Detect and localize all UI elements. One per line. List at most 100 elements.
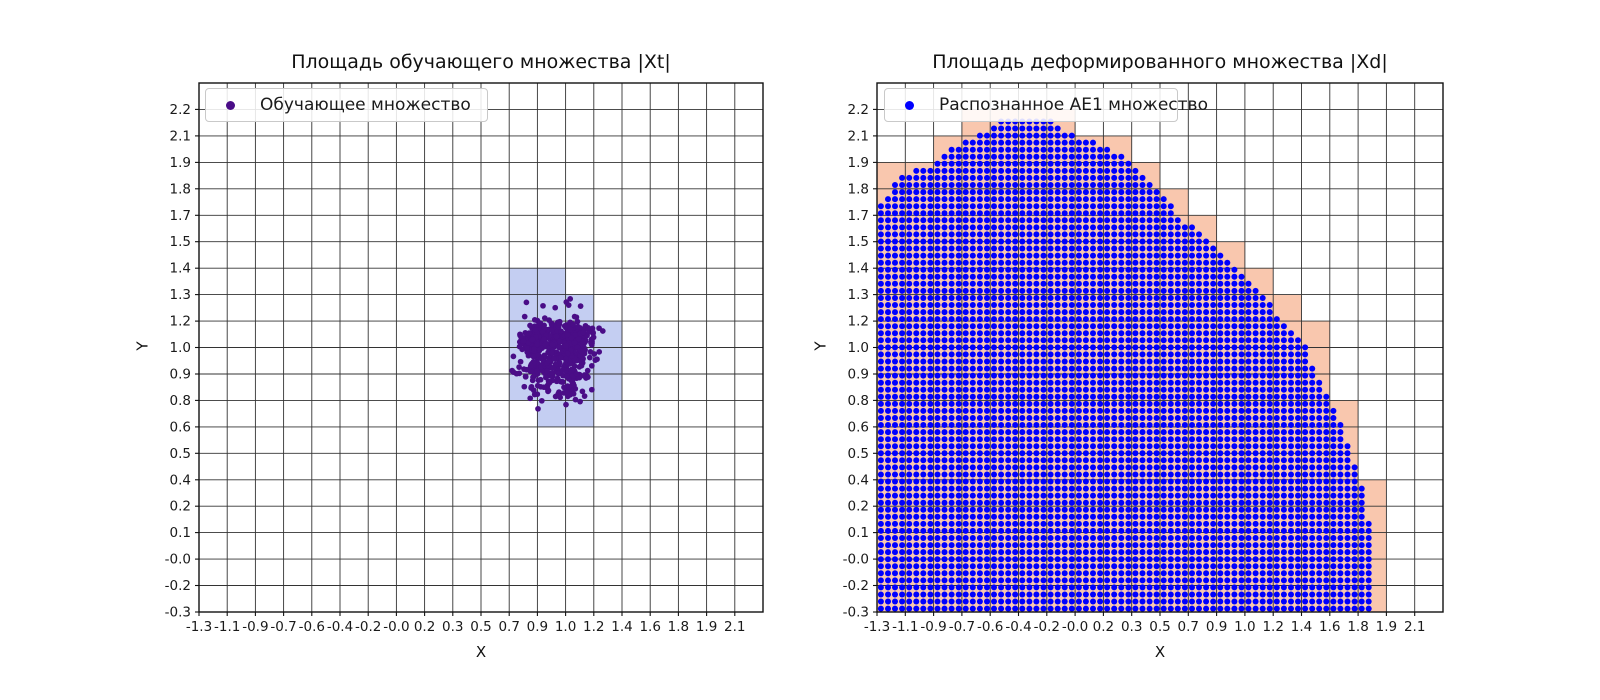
- x-tick-label: 1.9: [1376, 619, 1397, 635]
- x-tick-label: -0.0: [383, 619, 409, 635]
- highlighted-cell: [565, 400, 594, 427]
- y-tick-label: 0.8: [848, 393, 869, 409]
- plot-training-title: Площадь обучающего множества |Xt|: [291, 51, 671, 73]
- x-tick-label: 0.3: [1121, 619, 1142, 635]
- y-tick-label: 0.4: [170, 472, 191, 488]
- y-axis-label-training: Y: [133, 341, 152, 351]
- x-tick-label: -0.6: [299, 619, 325, 635]
- tick-labels: -1.3-0.3 -1.1 -0.2 -0.9 -0.0 -0.7 0.1 -0.6 0.2 -0…: [165, 102, 746, 635]
- x-tick-label: 0.5: [1149, 619, 1170, 635]
- y-tick-label: 0.9: [848, 367, 869, 383]
- highlighted-cell: [593, 321, 622, 348]
- x-tick-label: -0.9: [242, 619, 268, 635]
- highlighted-cell: [537, 400, 566, 427]
- axes-frame: [876, 82, 1444, 613]
- x-tick-label: 0.9: [1206, 619, 1227, 635]
- legend-label-training: Обучающее множество: [260, 95, 471, 115]
- scatter-marker-icon: [905, 100, 914, 110]
- x-tick-label: 1.4: [1291, 619, 1312, 635]
- y-tick-label: 1.8: [170, 181, 191, 197]
- x-tick-label: -0.2: [355, 619, 381, 635]
- highlighted-cell: [509, 268, 538, 295]
- y-tick-label: 0.9: [170, 367, 191, 383]
- x-tick-label: 1.8: [668, 619, 689, 635]
- y-tick-label: 0.5: [848, 446, 869, 462]
- x-tick-label: 1.6: [639, 619, 660, 635]
- y-tick-label: 1.5: [170, 234, 191, 250]
- x-tick-label: 2.1: [724, 619, 745, 635]
- y-tick-label: -0.2: [165, 578, 191, 594]
- x-tick-label: -1.3: [864, 619, 890, 635]
- y-tick-label: 2.2: [170, 102, 191, 118]
- y-tick-label: 1.5: [848, 234, 869, 250]
- plot-deformed-title: Площадь деформированного множества |Xd|: [932, 51, 1388, 73]
- x-tick-label: 0.2: [414, 619, 435, 635]
- y-tick-label: 0.5: [170, 446, 191, 462]
- legend-training: Обучающее множество: [205, 88, 488, 122]
- scatter-marker-icon: [226, 100, 235, 110]
- y-tick-label: -0.2: [843, 578, 869, 594]
- y-tick-label: 1.2: [848, 314, 869, 330]
- y-tick-label: 1.7: [170, 208, 191, 224]
- y-tick-label: 2.2: [848, 102, 869, 118]
- x-tick-label: -0.4: [327, 619, 353, 635]
- x-tick-label: 2.1: [1404, 619, 1425, 635]
- y-tick-label: 0.2: [170, 499, 191, 515]
- x-tick-label: 0.2: [1093, 619, 1114, 635]
- lattice-dots: [877, 118, 1372, 612]
- y-tick-label: 1.4: [848, 261, 869, 277]
- scatter-points: [509, 296, 606, 412]
- x-tick-label: 1.0: [555, 619, 576, 635]
- legend-deformed: Распознанное AE1 множество: [884, 88, 1208, 122]
- x-tick-label: 0.7: [1178, 619, 1199, 635]
- y-tick-label: 1.3: [170, 287, 191, 303]
- y-tick-label: 1.9: [170, 155, 191, 171]
- x-tick-label: 1.6: [1319, 619, 1340, 635]
- x-tick-label: -0.0: [1062, 619, 1088, 635]
- x-tick-label: 1.4: [611, 619, 632, 635]
- x-tick-label: 0.5: [470, 619, 491, 635]
- y-tick-label: 0.1: [848, 525, 869, 541]
- highlighted-cell: [537, 268, 566, 295]
- x-tick-label: -0.7: [949, 619, 975, 635]
- x-tick-label: -0.2: [1034, 619, 1060, 635]
- legend-label-deformed: Распознанное AE1 множество: [939, 95, 1208, 115]
- x-tick-label: 1.2: [583, 619, 604, 635]
- x-tick-label: 0.3: [442, 619, 463, 635]
- tick-labels: -1.3-0.3 -1.1 -0.2 -0.9 -0.0 -0.7 0.1 -0.6 0.2 -0…: [843, 102, 1426, 635]
- y-tick-label: 2.1: [170, 128, 191, 144]
- axes-frame: [198, 82, 764, 613]
- axis-ticks: [195, 108, 736, 616]
- y-tick-label: 0.6: [848, 419, 869, 435]
- x-tick-label: -1.1: [892, 619, 918, 635]
- x-tick-label: 0.7: [498, 619, 519, 635]
- x-axis-label-training: X: [475, 643, 487, 661]
- highlighted-cell: [593, 374, 622, 401]
- y-tick-label: 1.0: [170, 340, 191, 356]
- y-axis-label-deformed: Y: [811, 341, 830, 351]
- y-tick-label: -0.0: [165, 552, 191, 568]
- y-tick-label: -0.3: [165, 605, 191, 621]
- y-tick-label: 1.9: [848, 155, 869, 171]
- x-tick-label: -0.6: [977, 619, 1003, 635]
- x-axis-label-deformed: X: [1154, 643, 1166, 661]
- x-tick-label: 1.8: [1347, 619, 1368, 635]
- y-tick-label: 0.2: [848, 499, 869, 515]
- y-tick-label: -0.3: [843, 605, 869, 621]
- y-tick-label: -0.0: [843, 552, 869, 568]
- y-tick-label: 0.4: [848, 472, 869, 488]
- x-tick-label: -1.1: [214, 619, 240, 635]
- x-tick-label: -0.7: [270, 619, 296, 635]
- grid-lines: [876, 82, 1444, 613]
- x-tick-label: 1.0: [1234, 619, 1255, 635]
- x-tick-label: 0.9: [527, 619, 548, 635]
- y-tick-label: 0.8: [170, 393, 191, 409]
- grid-lines: [198, 82, 764, 613]
- y-tick-label: 0.1: [170, 525, 191, 541]
- y-tick-label: 1.7: [848, 208, 869, 224]
- x-tick-label: 1.2: [1262, 619, 1283, 635]
- y-tick-label: 1.0: [848, 340, 869, 356]
- x-tick-label: -0.9: [920, 619, 946, 635]
